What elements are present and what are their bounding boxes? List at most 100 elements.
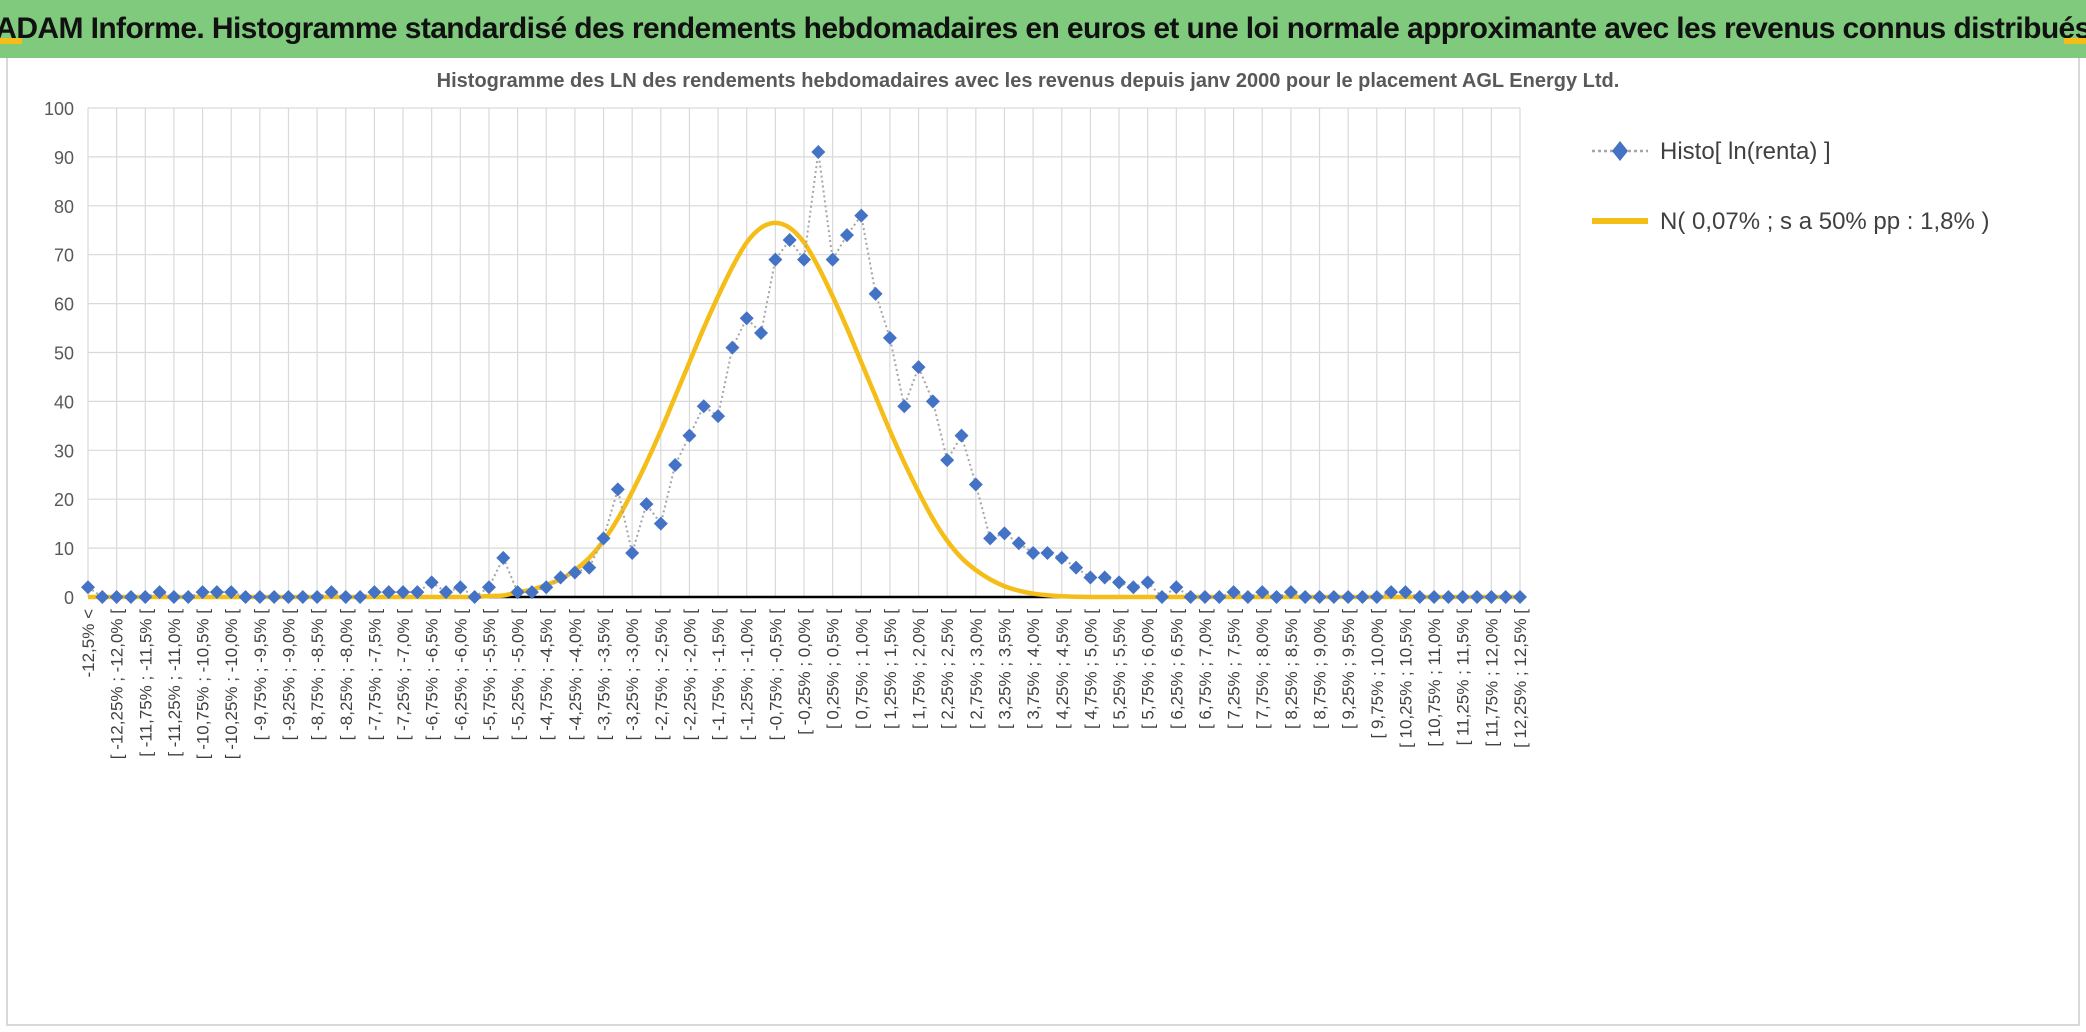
histogram-point [610, 482, 625, 497]
x-tick-label: [ 7,25% ; 7,5% [ [1225, 609, 1244, 729]
histogram-point [1083, 570, 1098, 585]
histogram-point [811, 145, 826, 160]
histogram-point [567, 565, 582, 580]
x-tick-label: [ 11,75% ; 12,0% [ [1482, 609, 1501, 747]
x-tick-label: [ -6,75% ; -6,5% [ [423, 609, 442, 741]
histogram-point [1212, 590, 1227, 604]
x-tick-label: [ 2,25% ; 2,5% [ [938, 609, 957, 729]
histogram-point [1412, 590, 1427, 604]
histogram-point [1269, 590, 1284, 604]
histogram-point [1298, 590, 1313, 604]
histogram-point [1054, 550, 1069, 565]
histogram-point [224, 585, 239, 600]
y-tick-label: 60 [54, 295, 74, 315]
x-tick-label: [ -1,25% ; -1,0% [ [738, 609, 757, 741]
x-tick-label: [ 2,75% ; 3,0% [ [967, 609, 986, 729]
x-tick-label: [ -4,75% ; -4,5% [ [537, 609, 556, 741]
histogram-point [1470, 590, 1485, 604]
histogram-point [696, 399, 711, 414]
x-tick-label: [ -6,25% ; -6,0% [ [451, 609, 470, 741]
histogram-point [653, 516, 668, 531]
histogram-point [782, 233, 797, 248]
x-tick-label: [ -10,75% ; -10,5% [ [194, 609, 213, 760]
histogram-point [524, 585, 539, 600]
histogram-point [1155, 590, 1169, 604]
histogram-point [1011, 536, 1026, 551]
histogram-point [1513, 590, 1527, 604]
histogram-point [868, 286, 883, 301]
histogram-point [252, 590, 267, 604]
histogram-point [367, 585, 382, 600]
histogram-series [81, 145, 1527, 604]
x-tick-label: [ -1,75% ; -1,5% [ [709, 609, 728, 741]
histogram-point [625, 545, 640, 560]
histogram-point [439, 585, 453, 600]
histogram-point [1255, 585, 1270, 600]
x-tick-label: [ 10,25% ; 10,5% [ [1396, 609, 1415, 748]
histogram-point [1112, 575, 1127, 590]
y-tick-label: 90 [54, 148, 74, 168]
histogram-point [1197, 590, 1212, 604]
histogram-point [1183, 590, 1198, 604]
legend-label-normal: N( 0,07% ; s a 50% pp : 1,8% ) [1660, 208, 1990, 235]
histogram-point [1040, 545, 1055, 560]
histogram-point [496, 550, 511, 565]
chart-title: Histogramme des LN des rendements hebdom… [437, 70, 1620, 92]
y-tick-label: 100 [44, 99, 74, 119]
x-tick-label: [ 11,25% ; 11,5% [ [1454, 609, 1473, 746]
y-tick-label: 70 [54, 246, 74, 266]
y-tick-label: 0 [64, 588, 74, 608]
accent-corner-right [2064, 38, 2086, 44]
report-title-banner: ADAM Informe. Histogramme standardisé de… [0, 0, 2086, 58]
histogram-point [1427, 590, 1442, 604]
histogram-point [711, 409, 726, 424]
histogram-point [238, 590, 253, 604]
histogram-point [95, 590, 110, 604]
histogram-point [310, 590, 325, 604]
histogram-point [267, 590, 282, 604]
x-tick-label: [ 6,75% ; 7,0% [ [1196, 609, 1215, 729]
x-tick-label: [ 6,25% ; 6,5% [ [1167, 609, 1186, 729]
histogram-point [295, 590, 310, 604]
histogram-point [1384, 585, 1399, 600]
histogram-point [1140, 575, 1155, 590]
histogram-point [1283, 585, 1298, 600]
histogram-point [181, 590, 196, 604]
y-tick-label: 80 [54, 197, 74, 217]
histogram-point [109, 590, 124, 604]
histogram-point [166, 590, 181, 604]
histogram-point [1126, 580, 1141, 595]
y-tick-label: 10 [54, 539, 74, 559]
x-tick-label: [ 1,75% ; 2,0% [ [910, 609, 929, 729]
histogram-point [353, 590, 368, 604]
histogram-point [825, 252, 840, 267]
histogram-point [1398, 585, 1413, 600]
legend-diamond-icon [1612, 141, 1628, 161]
histogram-point [911, 360, 926, 375]
legend-label-histo: Histo[ ln(renta) ] [1660, 138, 1831, 165]
histogram-point [1026, 545, 1041, 560]
x-tick-label: [ -3,25% ; -3,0% [ [623, 609, 642, 741]
histogram-point [481, 580, 496, 595]
x-tick-label: [ 5,25% ; 5,5% [ [1110, 609, 1129, 729]
histogram-point [1226, 585, 1241, 600]
x-tick-label: [ -4,25% ; -4,0% [ [566, 609, 585, 741]
y-tick-label: 20 [54, 490, 74, 510]
histogram-point [453, 580, 468, 595]
x-tick-label: [ -5,75% ; -5,5% [ [480, 609, 499, 741]
histogram-point [668, 457, 683, 472]
x-tick-label: [ 0,25% ; 0,5% [ [824, 609, 843, 729]
legend: Histo[ ln(renta) ] N( 0,07% ; s a 50% pp… [1568, 118, 1990, 313]
histogram-point [839, 228, 854, 243]
x-tick-label: -12,5% < [79, 609, 98, 678]
x-tick-label: [ 7,75% ; 8,0% [ [1253, 609, 1272, 729]
histogram-point [281, 590, 296, 604]
histogram-point [1169, 580, 1184, 595]
histogram-point [997, 526, 1012, 541]
x-tick-label: [ -10,25% ; -10,0% [ [222, 609, 241, 760]
histogram-point [1312, 590, 1327, 604]
histogram-point [925, 394, 940, 409]
y-tick-label: 30 [54, 441, 74, 461]
histogram-point [1355, 590, 1370, 604]
x-tick-label: [ -0,75% ; -0,5% [ [766, 609, 785, 741]
